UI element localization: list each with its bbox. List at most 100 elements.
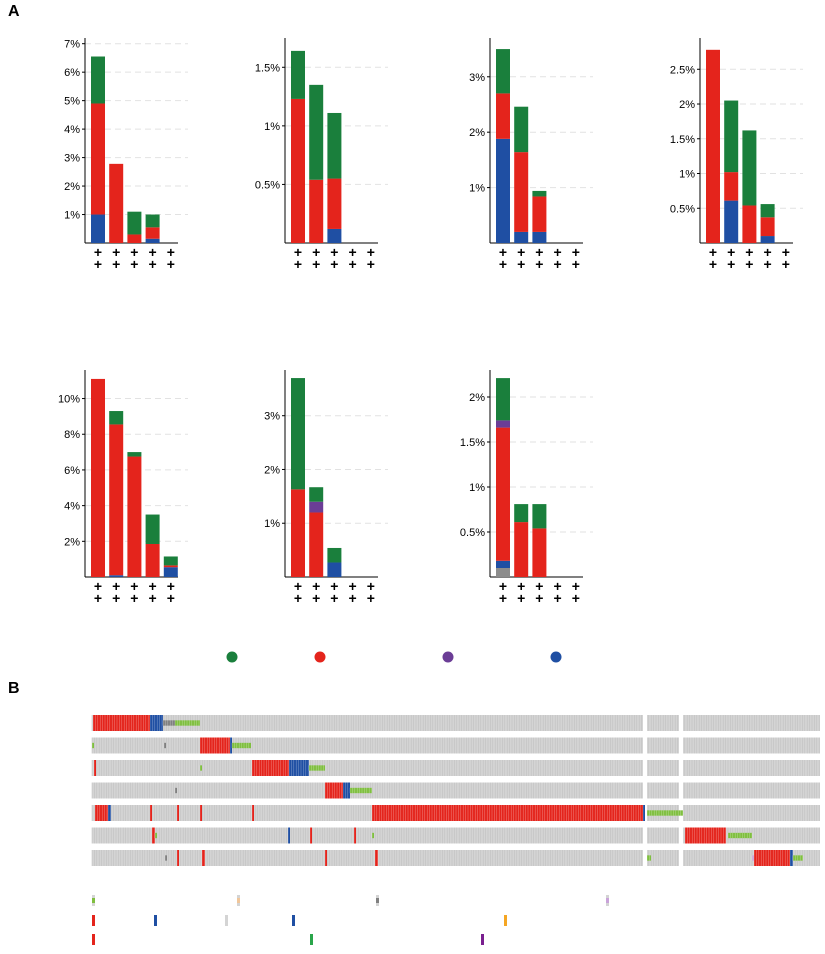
alteration-amplification — [200, 805, 202, 821]
cna-plus: + — [294, 256, 302, 272]
mutation-plus: + — [572, 578, 580, 594]
bar-segment-mutation — [163, 556, 178, 566]
alteration-missense — [309, 765, 325, 771]
bar-segment-amplification — [127, 234, 142, 243]
cna-plus: + — [330, 256, 338, 272]
oncoprint-row-c6orf150 — [91, 759, 820, 777]
y-tick-label: 3% — [264, 411, 280, 423]
alteration-amplification — [94, 760, 96, 776]
bar-segment-deep-deletion — [109, 575, 124, 577]
y-tick-label: 1.5% — [255, 62, 280, 74]
bar-segment-deep-deletion — [145, 238, 160, 243]
panel-a-label: A — [8, 3, 20, 20]
alteration-missense — [175, 720, 200, 726]
legend-marker-deep-deletion — [550, 651, 562, 663]
bar-segment-deep-deletion — [532, 231, 547, 243]
y-tick-label: 1% — [264, 518, 280, 530]
mutation-plus: + — [572, 244, 580, 260]
bar-segment-deep-deletion — [163, 567, 178, 577]
alteration-amplification — [177, 850, 179, 866]
bar-segment-amplification — [309, 512, 324, 577]
bar-segment-mutation — [514, 504, 529, 523]
cna-plus: + — [554, 590, 562, 606]
bar-segment-mutation — [742, 130, 757, 206]
legend-swatch — [292, 915, 295, 926]
bar-segment-deep-deletion — [496, 560, 510, 568]
y-tick-label: 3% — [64, 153, 80, 165]
mutation-plus: + — [517, 578, 525, 594]
alteration-deep-deletion — [150, 715, 163, 731]
y-tick-label: 6% — [64, 465, 80, 477]
mutation-plus: + — [330, 244, 338, 260]
alteration-missense — [200, 765, 202, 771]
mutation-plus: + — [709, 244, 717, 260]
legend-swatch — [92, 915, 95, 926]
cna-plus: + — [572, 590, 580, 606]
oncoprint-row-tmem173 — [91, 781, 820, 800]
cna-plus: + — [130, 590, 138, 606]
alteration-amplification — [325, 782, 343, 799]
cna-plus: + — [112, 590, 120, 606]
column-gap — [643, 736, 647, 755]
alteration-truncating — [165, 855, 167, 861]
alteration-truncating — [164, 742, 166, 749]
oncoprint-row-irf3 — [91, 849, 820, 867]
bar-segment-mutation — [327, 547, 342, 563]
y-tick-label: 3% — [469, 72, 485, 84]
alteration-missense — [793, 855, 803, 861]
bar-segment-amplification — [327, 178, 342, 229]
mutation-plus: + — [312, 244, 320, 260]
y-tick-label: 6% — [64, 67, 80, 79]
chart-ikbke: 2%4%6%8%10%++++++++++ — [58, 370, 188, 606]
row-background — [92, 782, 820, 799]
alteration-amplification — [754, 850, 790, 866]
mutation-plus: + — [330, 578, 338, 594]
alteration-deep-deletion — [289, 760, 309, 776]
cna-plus: + — [782, 256, 790, 272]
bar-segment-amplification — [742, 205, 757, 243]
bar-segment-amplification — [127, 456, 142, 577]
chart-ddx58: 1%2%3%4%5%6%7%++++++++++ — [64, 38, 188, 272]
bar-charts: 1%2%3%4%5%6%7%++++++++++0.5%1%1.5%++++++… — [58, 38, 803, 606]
column-gap — [679, 759, 683, 777]
legend-swatch — [225, 915, 228, 926]
bar-segment-amplification — [163, 565, 178, 568]
bar-segment-mutation — [291, 50, 305, 99]
bar-segment-mutation — [724, 100, 739, 173]
mutation-plus: + — [349, 578, 357, 594]
y-tick-label: 1% — [469, 482, 485, 494]
bar-segment-deep-deletion — [327, 228, 342, 243]
bar-segment-amplification — [760, 217, 775, 237]
mutation-plus: + — [535, 578, 543, 594]
mutation-plus: + — [349, 244, 357, 260]
column-gap — [679, 826, 683, 845]
mutation-plus: + — [535, 244, 543, 260]
bar-segment-amplification — [309, 179, 324, 243]
alteration-deep-deletion — [108, 805, 111, 821]
cna-plus: + — [517, 590, 525, 606]
alteration-amplification — [252, 760, 289, 776]
legend-swatch — [92, 898, 95, 903]
bar-segment-amplification — [109, 163, 124, 243]
mutation-plus: + — [312, 578, 320, 594]
bar-segment-mutation — [532, 190, 547, 197]
chart-tbk1: 1%2%3%++++++++++ — [264, 370, 388, 606]
bar-segment-deep-deletion — [91, 214, 105, 243]
mutation-plus: + — [554, 578, 562, 594]
bar-segment-mutation — [514, 106, 529, 153]
alteration-missense — [728, 832, 752, 839]
y-tick-label: 4% — [64, 124, 80, 136]
cna-plus: + — [149, 256, 157, 272]
legend-swatch — [481, 934, 484, 945]
bar-segment-deep-deletion — [327, 562, 342, 577]
bar-segment-mutation — [309, 84, 324, 180]
bar-segment-amplification — [514, 152, 529, 232]
alteration-amplification — [354, 827, 356, 844]
mutation-plus: + — [554, 244, 562, 260]
y-tick-label: 1% — [64, 210, 80, 222]
y-tick-label: 2% — [469, 392, 485, 404]
alteration-truncating — [175, 787, 177, 794]
legend-swatch — [92, 934, 95, 945]
cna-plus: + — [130, 256, 138, 272]
cna-plus: + — [499, 590, 507, 606]
